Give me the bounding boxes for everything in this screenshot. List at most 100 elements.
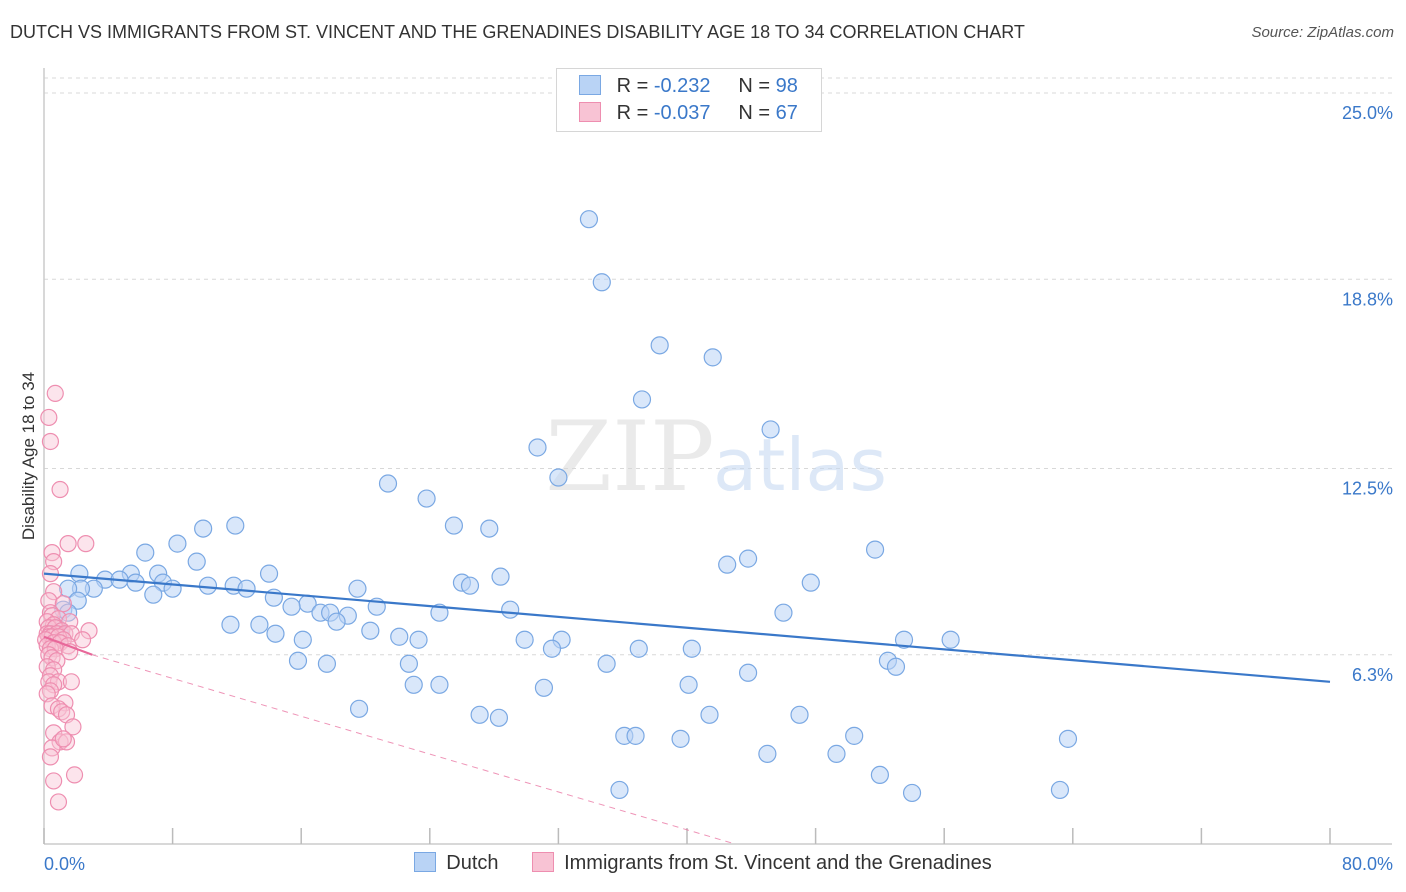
legend-r-label: R = [616, 75, 649, 97]
dutch-point-57 [361, 621, 380, 640]
dutch-point-36 [144, 585, 163, 604]
dutch-point-80 [430, 675, 449, 694]
y-tick-label-1: 12.5% [1342, 479, 1393, 499]
dutch-trend-line [43, 572, 1331, 683]
watermark-zip: ZIP [545, 401, 714, 513]
dutch-point-64 [293, 630, 312, 649]
dutch-point-89 [626, 726, 645, 745]
dutch-point-77 [886, 657, 906, 676]
gridlines [44, 77, 1392, 656]
legend-row-svg: R = -0.037 N = 67 [579, 102, 798, 126]
dutch-point-40 [801, 573, 820, 592]
legend-svg-r: -0.037 [653, 102, 711, 124]
dutch-point-43 [282, 597, 301, 616]
dutch-point-24 [259, 564, 279, 583]
dutch-point-14 [168, 534, 187, 553]
dutch-point-1 [592, 273, 611, 292]
dutch-point-7 [549, 468, 568, 487]
dutch-point-90 [671, 729, 690, 748]
chart-source: Source: ZipAtlas.com [1251, 24, 1394, 41]
legend-swatch-dutch [579, 75, 601, 95]
dutch-point-91 [845, 726, 864, 745]
x-tick-label-min: 0.0% [44, 854, 85, 874]
dutch-point-92 [1058, 729, 1078, 748]
dutch-point-22 [70, 564, 89, 583]
dutch-point-19 [865, 540, 885, 559]
dutch-point-15 [136, 543, 155, 562]
chart-title: DUTCH VS IMMIGRANTS FROM ST. VINCENT AND… [10, 22, 1025, 42]
dutch-point-73 [317, 654, 337, 673]
y-tick-label-0: 6.3% [1352, 665, 1393, 685]
legend-swatch-svg-bottom [532, 852, 555, 872]
y-tick-label-2: 18.8% [1342, 289, 1393, 309]
dutch-point-82 [534, 678, 554, 697]
dutch-point-75 [597, 654, 616, 673]
dutch-point-93 [758, 744, 777, 763]
stats-legend: R = -0.232 N = 98 R = -0.037 N = 67 [556, 68, 822, 132]
dutch-point-3 [703, 348, 722, 367]
dutch-point-5 [761, 420, 780, 439]
legend-dutch-r: -0.232 [653, 75, 711, 97]
legend-n-label: N = [738, 75, 771, 97]
dutch-point-33 [163, 579, 182, 598]
dutch-point-46 [68, 591, 87, 610]
dutch-point-96 [610, 780, 629, 800]
dutch-point-8 [378, 474, 398, 493]
dutch-point-95 [870, 765, 890, 785]
tick-labels: 6.3% 12.5% 18.8% 25.0% 0.0% 80.0% [44, 103, 1393, 874]
legend-label-dutch: Dutch [446, 852, 499, 874]
dutch-point-71 [629, 639, 648, 658]
dutch-point-67 [941, 630, 960, 649]
dutch-point-52 [430, 603, 449, 622]
dutch-point-23 [491, 567, 510, 586]
y-axis-label: Disability Age 18 to 34 [19, 372, 38, 540]
dutch-point-45 [501, 600, 520, 619]
dutch-point-0 [579, 210, 599, 229]
legend-swatch-dutch-bottom [414, 852, 437, 872]
dutch-point-68 [894, 630, 914, 649]
dutch-point-85 [489, 708, 509, 727]
dutch-point-74 [399, 654, 419, 673]
dutch-point-17 [738, 549, 758, 568]
dutch-point-63 [409, 630, 428, 649]
dutch-point-78 [738, 663, 758, 682]
dutch-point-69 [542, 639, 562, 658]
svg-points [37, 384, 98, 811]
dutch-point-94 [827, 744, 846, 763]
x-tick-label-max: 80.0% [1342, 854, 1393, 874]
dutch-point-86 [700, 705, 719, 724]
dutch-point-37 [348, 579, 367, 598]
legend-svg-n: 67 [775, 102, 798, 124]
legend-label-svg: Immigrants from St. Vincent and the Gren… [564, 852, 992, 874]
dutch-point-10 [444, 516, 464, 535]
dutch-point-53 [774, 603, 793, 622]
legend-r-label-2: R = [616, 102, 649, 124]
dutch-point-18 [718, 555, 737, 574]
dutch-point-6 [528, 438, 547, 457]
legend-row-dutch: R = -0.232 N = 98 [579, 75, 798, 99]
dutch-point-9 [417, 489, 436, 508]
dutch-point-79 [404, 675, 423, 694]
dutch-point-11 [480, 519, 499, 538]
dutch-point-87 [790, 705, 809, 724]
legend-n-label-2: N = [738, 102, 771, 124]
legend-swatch-svg [579, 102, 601, 122]
y-tick-label-3: 25.0% [1342, 103, 1393, 123]
dutch-point-56 [327, 612, 346, 631]
trend-lines [43, 572, 1331, 845]
dutch-point-39 [460, 576, 480, 595]
axes [43, 68, 1392, 845]
svg-trend-line [43, 635, 93, 656]
dutch-point-30 [198, 576, 218, 595]
dutch-point-2 [650, 336, 669, 355]
dutch-point-62 [390, 627, 409, 646]
dutch-point-55 [250, 615, 269, 634]
dutch-point-98 [1050, 780, 1070, 800]
dutch-point-84 [470, 705, 489, 724]
dutch-points [42, 210, 1078, 803]
series-legend: Dutch Immigrants from St. Vincent and th… [0, 852, 1406, 875]
watermark: ZIP atlas [545, 401, 887, 513]
legend-dutch-n: 98 [775, 75, 798, 97]
dutch-point-70 [682, 639, 701, 658]
dutch-point-16 [187, 552, 206, 571]
